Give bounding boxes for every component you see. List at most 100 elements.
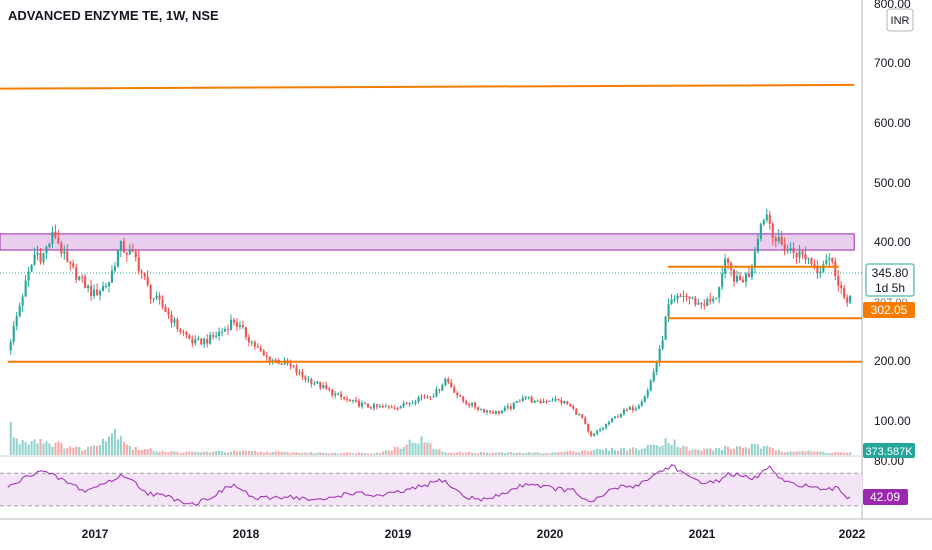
- volume-bar: [819, 451, 822, 455]
- volume-bar: [81, 450, 84, 455]
- candle-body: [143, 273, 146, 277]
- candle-body: [420, 396, 423, 398]
- candle-body: [718, 287, 721, 298]
- volume-bar: [417, 443, 420, 455]
- volume-bars: [9, 421, 852, 455]
- volume-bar: [369, 453, 372, 455]
- volume-bar: [60, 442, 63, 455]
- volume-bar: [560, 451, 563, 455]
- volume-bar: [357, 452, 361, 455]
- candle-body: [554, 398, 557, 401]
- volume-bar: [441, 451, 444, 455]
- volume-bar: [471, 452, 474, 455]
- volume-bar: [393, 446, 396, 455]
- candle-body: [149, 284, 152, 300]
- candle-body: [36, 252, 39, 255]
- volume-bar: [402, 447, 405, 455]
- volume-bar: [646, 444, 649, 455]
- candle-body: [637, 405, 640, 409]
- candle-body: [328, 388, 331, 390]
- candle-body: [244, 327, 247, 338]
- volume-bar: [45, 441, 48, 455]
- volume-bar: [131, 449, 134, 455]
- candle-body: [599, 429, 602, 431]
- volume-bar: [619, 448, 622, 455]
- candle-body: [429, 396, 432, 398]
- candle-body: [527, 397, 530, 399]
- candle-body: [640, 401, 643, 406]
- candle-body: [762, 220, 765, 225]
- candle-body: [676, 295, 679, 299]
- candle-body: [334, 393, 337, 396]
- volume-bar: [822, 451, 825, 455]
- symbol-title[interactable]: ADVANCED ENZYME TE, 1W, NSE: [8, 8, 219, 23]
- candle-body: [750, 267, 753, 278]
- candle-body: [706, 299, 709, 306]
- volume-bar: [786, 451, 789, 455]
- volume-bar: [405, 444, 408, 455]
- candle-body: [503, 407, 506, 411]
- volume-bar: [24, 441, 27, 455]
- candle-body: [703, 304, 706, 306]
- candle-body: [411, 403, 414, 405]
- candle-body: [357, 401, 361, 407]
- line-price-value: 302.05: [871, 303, 908, 317]
- candle-body: [491, 411, 494, 414]
- candle-body: [322, 385, 325, 388]
- volume-bar: [218, 450, 221, 455]
- volume-bar: [363, 453, 367, 455]
- candle-body: [366, 403, 369, 408]
- volume-bar: [63, 448, 66, 455]
- candle-body: [188, 335, 191, 339]
- volume-bar: [694, 449, 697, 455]
- price-candles: [9, 208, 852, 438]
- volume-bar: [36, 443, 39, 455]
- currency-badge[interactable]: [886, 8, 914, 32]
- candle-body: [744, 273, 748, 282]
- candle-body: [307, 378, 310, 380]
- volume-bar: [429, 442, 432, 455]
- candle-body: [337, 393, 340, 395]
- volume-bar: [173, 451, 176, 455]
- candle-body: [512, 402, 515, 409]
- volume-bar: [596, 448, 599, 455]
- candle-body: [557, 398, 560, 401]
- volume-bar: [494, 452, 497, 455]
- candle-body: [215, 335, 218, 337]
- volume-bar: [512, 452, 515, 455]
- volume-bar: [685, 446, 688, 455]
- candle-body: [456, 392, 459, 396]
- candle-body: [30, 264, 33, 272]
- candle-body: [566, 401, 569, 404]
- volume-bar: [104, 441, 108, 455]
- volume-bar: [572, 451, 575, 455]
- volume-bar: [262, 452, 265, 455]
- resistance-zone[interactable]: [0, 233, 855, 251]
- volume-bar: [48, 443, 51, 455]
- volume-bar: [78, 446, 81, 455]
- volume-bar: [185, 451, 188, 455]
- volume-bar: [164, 451, 167, 455]
- volume-bar: [21, 440, 24, 455]
- candle-body: [801, 251, 804, 255]
- volume-bar: [673, 439, 676, 455]
- candle-body: [482, 409, 486, 413]
- volume-bar: [107, 436, 111, 455]
- volume-bar: [188, 451, 191, 455]
- candle-body: [363, 403, 367, 405]
- volume-bar: [152, 450, 155, 455]
- candle-body: [432, 396, 435, 398]
- candle-body: [563, 401, 566, 404]
- volume-bar: [599, 449, 602, 455]
- candle-body: [709, 299, 712, 302]
- price-axis[interactable]: 800.00 700.00 600.00 500.00 400.00 200.0…: [874, 0, 911, 468]
- volume-bar: [277, 451, 280, 455]
- volume-bar: [113, 428, 116, 455]
- candle-body: [753, 251, 756, 268]
- candle-body: [423, 396, 426, 398]
- time-axis[interactable]: 2017 2018 2019 2020 2021 2022: [82, 527, 866, 541]
- volume-bar: [697, 449, 700, 455]
- volume-bar: [765, 445, 768, 455]
- candle-body: [417, 397, 420, 402]
